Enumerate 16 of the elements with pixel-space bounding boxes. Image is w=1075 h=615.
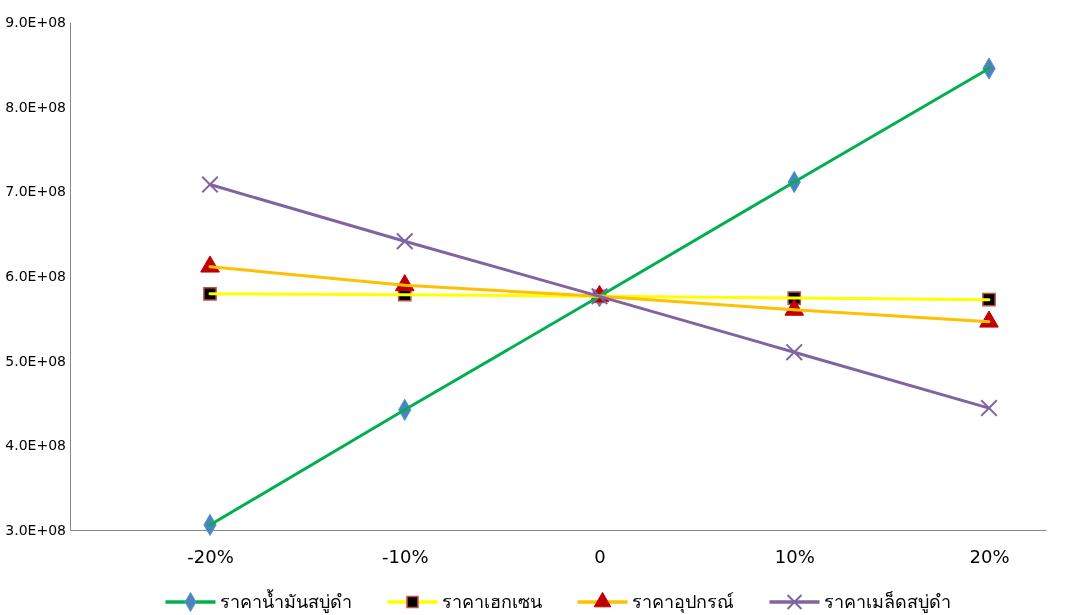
- y-tick-label: 4.0E+08: [5, 437, 66, 454]
- legend-label: ราคาอุปกรณ์: [631, 591, 734, 614]
- y-tick-label: 8.0E+08: [5, 98, 66, 115]
- x-tick-label: 0: [594, 545, 606, 567]
- y-tick-label: 6.0E+08: [5, 267, 66, 284]
- y-tick-label: 5.0E+08: [5, 352, 66, 369]
- legend-label: ราคาเมล็ดสบู่ดำ: [823, 590, 951, 614]
- x-tick-label: 10%: [774, 545, 815, 567]
- legend-label: ราคาเฮกเซน: [441, 591, 542, 613]
- y-tick-label: 9.0E+08: [5, 13, 66, 30]
- y-tick-label: 3.0E+08: [5, 521, 66, 538]
- x-tick-label: -20%: [187, 545, 234, 567]
- x-tick-label: 20%: [969, 545, 1010, 567]
- x-tick-label: -10%: [381, 545, 429, 567]
- legend-label: ราคาน้ำมันสบู่ดำ: [219, 589, 352, 614]
- y-tick-label: 7.0E+08: [5, 183, 66, 200]
